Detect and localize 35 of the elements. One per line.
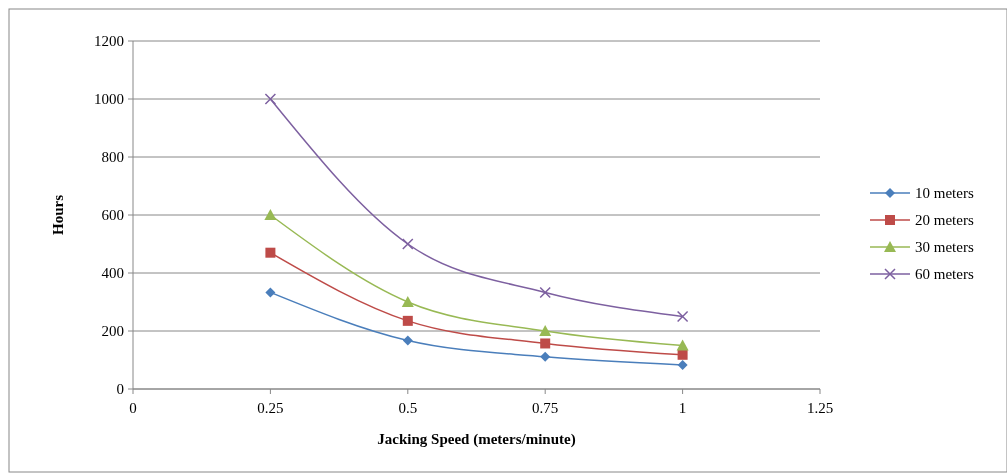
x-tick-label: 0.25 <box>257 400 284 416</box>
point <box>676 339 689 351</box>
legend-label: 30 meters <box>915 239 974 256</box>
x-tick-label: 0.5 <box>398 400 418 416</box>
legend-label: 60 meters <box>915 266 974 283</box>
x-axis-title: Jacking Speed (meters/minute) <box>377 431 576 448</box>
x-tick-label: 0.75 <box>532 400 559 416</box>
y-tick-label: 400 <box>101 265 124 282</box>
y-tick-label: 0 <box>116 381 124 398</box>
point <box>264 209 277 220</box>
point <box>265 287 276 298</box>
y-tick-label: 1200 <box>94 33 124 50</box>
legend-label: 10 meters <box>915 185 974 202</box>
y-tick-label: 800 <box>101 149 124 166</box>
point <box>540 338 551 349</box>
point <box>402 315 413 326</box>
legend-label: 20 meters <box>915 212 974 229</box>
point <box>540 351 551 362</box>
x-tick-label: 0 <box>129 400 137 416</box>
point <box>677 349 688 360</box>
point <box>539 325 552 336</box>
y-tick-label: 200 <box>101 323 124 340</box>
y-tick-label: 600 <box>101 207 124 224</box>
y-axis-title: Hours <box>50 194 66 236</box>
x-tick-label: 1 <box>678 400 687 416</box>
point <box>264 93 277 105</box>
x-tick-label: 1.25 <box>806 400 834 416</box>
point <box>402 335 413 346</box>
point <box>676 310 689 323</box>
y-tick-label: 1000 <box>94 91 124 108</box>
point <box>265 247 276 258</box>
point <box>402 238 414 250</box>
point <box>401 296 414 307</box>
point <box>539 286 551 299</box>
point <box>677 359 688 370</box>
